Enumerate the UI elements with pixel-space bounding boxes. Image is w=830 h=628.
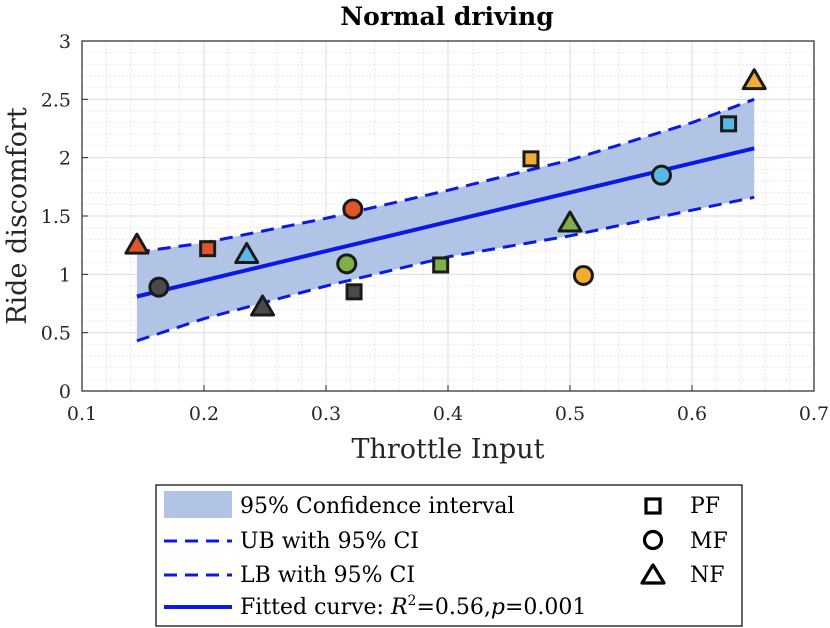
legend-box xyxy=(155,484,743,627)
legend-circle-icon xyxy=(642,529,664,551)
legend-fit-p-value: =0.001 xyxy=(505,595,586,620)
x-tick-labels: 0.1 0.2 0.3 0.4 0.5 0.6 0.7 xyxy=(67,403,829,425)
x-tick-label: 0.4 xyxy=(433,403,463,425)
point-triangle-nf xyxy=(741,68,767,91)
point-square-pf xyxy=(522,150,540,168)
point-circle-mf xyxy=(651,164,672,186)
x-tick-label: 0.2 xyxy=(189,403,219,425)
y-tick-label: 2.5 xyxy=(41,89,71,111)
legend-fit-r-sup: 2 xyxy=(408,593,417,609)
legend-label-fit: Fitted curve: R2=0.56,p=0.001 xyxy=(240,593,586,620)
y-tick-label: 3 xyxy=(59,31,71,53)
point-circle-mf xyxy=(148,276,170,298)
point-square-pf xyxy=(345,283,363,301)
point-triangle-nf xyxy=(557,210,583,233)
legend-swatch-band xyxy=(164,491,232,518)
point-triangle-nf xyxy=(234,242,260,264)
legend-label-lb: LB with 95% CI xyxy=(240,563,415,588)
y-tick-label: 2 xyxy=(59,148,71,170)
legend-label-nf: NF xyxy=(690,563,725,588)
point-circle-mf xyxy=(572,265,594,286)
legend-label-pf: PF xyxy=(690,494,720,519)
point-square-pf xyxy=(720,115,738,133)
legend-fit-p: p xyxy=(491,595,505,620)
legend-fit-r-value: =0.56, xyxy=(416,595,490,620)
plot-area xyxy=(81,40,815,392)
legend-label-mf: MF xyxy=(690,529,728,554)
y-tick-label: 0.5 xyxy=(41,323,71,345)
point-square-pf xyxy=(432,256,450,274)
point-circle-mf xyxy=(342,198,364,220)
x-tick-label: 0.7 xyxy=(799,403,829,425)
point-triangle-nf xyxy=(124,232,150,255)
x-tick-label: 0.5 xyxy=(555,403,585,425)
y-axis-label: Ride discomfort xyxy=(2,107,33,325)
point-triangle-nf xyxy=(250,294,276,317)
y-tick-label: 1.5 xyxy=(41,206,71,228)
legend-label-ci: 95% Confidence interval xyxy=(240,494,515,519)
data-points xyxy=(124,68,767,317)
legend-fit-r: R xyxy=(390,595,408,620)
legend-triangle-icon xyxy=(640,563,666,585)
y-tick-label: 0 xyxy=(59,381,71,403)
confidence-band xyxy=(136,99,755,341)
legend-fit-prefix: Fitted curve: xyxy=(240,595,391,620)
axes-box xyxy=(81,40,815,392)
y-tick-label: 1 xyxy=(59,264,71,286)
x-axis-label: Throttle Input xyxy=(351,434,544,465)
x-tick-label: 0.6 xyxy=(677,403,707,425)
y-tick-labels: 0 0.5 1 1.5 2 2.5 3 xyxy=(41,31,71,403)
point-square-pf xyxy=(199,240,217,258)
legend-label-ub: UB with 95% CI xyxy=(240,529,419,554)
x-tick-label: 0.3 xyxy=(311,403,341,425)
legend-square-icon xyxy=(644,497,662,515)
legend: 95% Confidence interval UB with 95% CI L… xyxy=(155,484,743,627)
x-tick-label: 0.1 xyxy=(67,403,97,425)
point-circle-mf xyxy=(336,253,358,275)
chart-title: Normal driving xyxy=(340,2,553,31)
